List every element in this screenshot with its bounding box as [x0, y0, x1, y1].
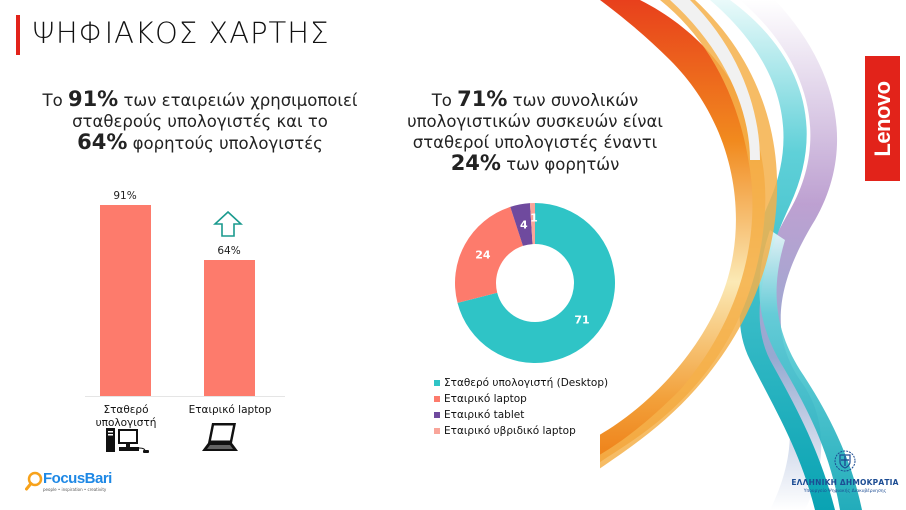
donut-slice [529, 203, 535, 245]
decorative-ribbons [600, 0, 862, 510]
left-headline: Το 91% των εταιρειών χρησιμοποιεί σταθερ… [40, 89, 360, 154]
legend-label: Εταιρικό laptop [444, 393, 527, 405]
government-name: ΕΛΛΗΝΙΚΗ ΔΗΜΟΚΡΑΤΙΑ [791, 478, 899, 487]
legend-swatch [434, 412, 440, 418]
headline-highlight: 91% [67, 87, 119, 111]
legend-swatch [434, 396, 440, 402]
laptop-icon [202, 423, 238, 451]
headline-text: φορητούς υπολογιστές [127, 134, 323, 153]
greek-emblem-icon [834, 450, 856, 472]
headline-text: των φορητών [500, 155, 620, 174]
bar-value-label: 91% [113, 190, 137, 202]
legend-item-laptop: Εταιρικό laptop [434, 391, 608, 407]
legend-swatch [434, 428, 440, 434]
legend-item-desktop: Σταθερό υπολογιστή (Desktop) [434, 375, 608, 391]
bar-value-label: 64% [217, 245, 241, 257]
headline-highlight: 71% [457, 87, 508, 111]
focusbari-name: FocusBari [43, 470, 112, 487]
title-accent-bar [16, 15, 20, 55]
hellenic-republic-logo: ΕΛΛΗΝΙΚΗ ΔΗΜΟΚΡΑΤΙΑ Υπουργείο Ψηφιακής Δ… [790, 450, 900, 494]
up-arrow-icon [213, 211, 243, 237]
headline-text: Το [431, 91, 458, 110]
bar-desktop [100, 205, 151, 396]
headline-highlight: 24% [450, 151, 501, 175]
legend-label: Εταιρικό tablet [444, 409, 525, 421]
headline-text: Το [42, 91, 68, 110]
magnifier-icon [25, 471, 43, 491]
donut-slice-label: 24 [475, 248, 491, 261]
donut-slice [457, 203, 615, 363]
desktop-computer-icon [106, 428, 149, 453]
donut-slice-label: 1 [530, 212, 538, 225]
lenovo-logo-text: Lenovo [869, 80, 895, 157]
legend-item-hybrid-laptop: Εταιρικό υβριδικό laptop [434, 423, 608, 439]
donut-slice [510, 203, 533, 246]
page-title: ΨΗΦΙΑΚΟΣ ΧΑΡΤΗΣ [32, 16, 330, 50]
donut-slice-label: 71 [574, 313, 589, 326]
focusbari-tagline: people • inspiration • creativity [43, 487, 107, 492]
legend-swatch [434, 380, 440, 386]
x-axis-line [85, 396, 285, 397]
government-subtitle: Υπουργείο Ψηφιακής Διακυβέρνησης [803, 489, 887, 494]
donut-chart: 71 24 41 [455, 203, 615, 363]
category-label: Εταιρικό laptop [188, 404, 272, 416]
legend-item-tablet: Εταιρικό tablet [434, 407, 608, 423]
donut-slice [455, 206, 523, 303]
focusbari-logo: FocusBari people • inspiration • creativ… [25, 471, 112, 492]
headline-text: των εταιρειών χρησιμοποιεί σταθερούς υπο… [72, 91, 358, 131]
bar-laptop [204, 260, 255, 396]
legend-label: Εταιρικό υβριδικό laptop [444, 425, 576, 437]
right-headline: Το 71% των συνολικών υπολογιστικών συσκε… [395, 89, 675, 175]
chart-legend: Σταθερό υπολογιστή (Desktop) Εταιρικό la… [434, 375, 608, 439]
category-label: Σταθερό υπολογιστή [95, 404, 157, 429]
headline-text: των συνολικών υπολογιστικών συσκευών είν… [407, 91, 663, 152]
donut-slice-label: 4 [520, 219, 528, 232]
lenovo-logo: Lenovo [865, 56, 900, 181]
headline-highlight: 64% [77, 130, 128, 154]
legend-label: Σταθερό υπολογιστή (Desktop) [444, 377, 609, 389]
